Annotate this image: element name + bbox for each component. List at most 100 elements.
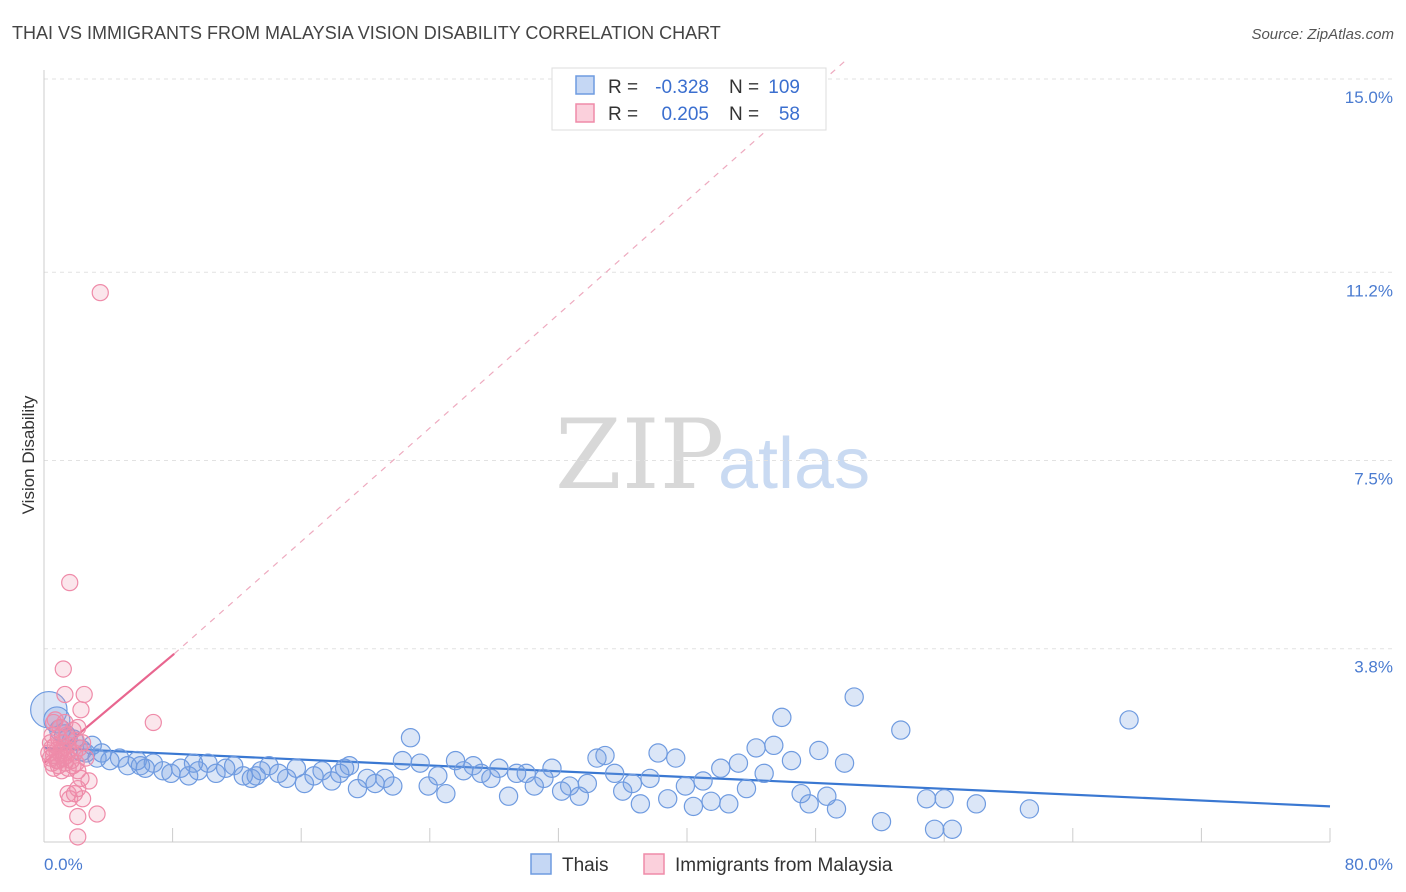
stats-legend: R = -0.328 N = 109 R = 0.205 N = 58 bbox=[551, 67, 827, 131]
x-tick-labels: 0.0% 80.0% bbox=[44, 855, 1393, 874]
point-thais-28 bbox=[277, 768, 297, 789]
y-axis-label: Vision Disability bbox=[19, 395, 38, 514]
bottom-legend: Thais Immigrants from Malaysia bbox=[530, 853, 893, 876]
point-thais-85 bbox=[781, 750, 802, 771]
chart-title: THAI VS IMMIGRANTS FROM MALAYSIA VISION … bbox=[12, 23, 721, 43]
point-thais-11 bbox=[127, 750, 147, 771]
point-thais-81 bbox=[746, 738, 766, 758]
svg-text:ZIP: ZIP bbox=[555, 399, 724, 511]
point-thais-78 bbox=[719, 794, 739, 814]
y-tick-label-2: 11.2% bbox=[1346, 281, 1393, 300]
point-thais-105 bbox=[130, 756, 151, 776]
point-thais-92 bbox=[844, 687, 864, 707]
point-thais-83 bbox=[764, 735, 784, 756]
point-thais-29 bbox=[286, 758, 307, 778]
point-thais-51 bbox=[481, 768, 501, 789]
watermark: ZIP atlas bbox=[555, 399, 870, 511]
point-thais-100 bbox=[1119, 710, 1139, 730]
y-tick-label-3: 15.0% bbox=[1345, 88, 1393, 107]
point-malaysia-53 bbox=[56, 713, 74, 732]
point-thais-82 bbox=[754, 763, 774, 784]
legend-n-label-thais: N = bbox=[729, 77, 759, 98]
point-thais-41 bbox=[392, 750, 413, 771]
x-tick-label-0: 0.0% bbox=[44, 855, 83, 874]
point-thais-53 bbox=[498, 786, 519, 806]
point-thais-67 bbox=[622, 773, 643, 794]
bottom-legend-label-malaysia: Immigrants from Malaysia bbox=[675, 855, 893, 876]
svg-text:atlas: atlas bbox=[718, 424, 870, 504]
legend-n-value-malaysia: 58 bbox=[779, 104, 800, 125]
point-thais-107 bbox=[246, 766, 266, 786]
point-thais-22 bbox=[223, 756, 244, 776]
point-thais-106 bbox=[183, 753, 204, 773]
point-thais-52 bbox=[489, 758, 509, 778]
gridlines bbox=[44, 78, 1392, 650]
point-thais-88 bbox=[809, 740, 829, 761]
point-thais-95 bbox=[916, 789, 937, 809]
point-malaysia-5 bbox=[72, 701, 90, 719]
point-thais-26 bbox=[259, 756, 279, 776]
point-malaysia-1 bbox=[61, 573, 79, 592]
point-thais-69 bbox=[640, 768, 660, 789]
point-thais-49 bbox=[463, 756, 483, 776]
point-thais-77 bbox=[711, 758, 731, 778]
point-thais-75 bbox=[693, 771, 713, 791]
y-tick-labels: 3.8% 7.5% 11.2% 15.0% bbox=[1345, 88, 1393, 677]
legend-r-label-thais: R = bbox=[608, 77, 638, 98]
point-thais-84 bbox=[772, 707, 792, 728]
point-thais-21 bbox=[215, 758, 236, 778]
y-tick-label-0: 3.8% bbox=[1354, 658, 1393, 677]
point-malaysia-48 bbox=[73, 790, 92, 808]
point-malaysia-3 bbox=[75, 685, 93, 704]
point-thais-66 bbox=[613, 781, 633, 801]
point-thais-86 bbox=[791, 783, 811, 804]
point-malaysia-49 bbox=[88, 805, 106, 823]
point-thais-98 bbox=[942, 819, 962, 839]
legend-r-value-malaysia: 0.205 bbox=[661, 104, 709, 125]
point-thais-65 bbox=[604, 763, 625, 784]
point-thais-30 bbox=[294, 773, 315, 794]
point-thais-71 bbox=[658, 789, 678, 809]
point-thais-99 bbox=[966, 794, 987, 814]
point-malaysia-55 bbox=[67, 754, 85, 772]
point-malaysia-56 bbox=[53, 741, 71, 760]
point-thais-108 bbox=[334, 758, 355, 778]
point-thais-17 bbox=[178, 766, 199, 786]
point-malaysia-34 bbox=[77, 749, 95, 767]
trend-line-malaysia-extended bbox=[173, 58, 849, 655]
point-thais-19 bbox=[198, 753, 218, 773]
point-thais-45 bbox=[428, 766, 448, 786]
point-thais-63 bbox=[587, 748, 607, 768]
point-thais-96 bbox=[924, 819, 945, 839]
point-thais-36 bbox=[347, 778, 368, 799]
point-thais-62 bbox=[577, 773, 598, 794]
legend-n-value-thais: 109 bbox=[768, 77, 800, 98]
point-thais-57 bbox=[534, 768, 554, 789]
legend-r-label-malaysia: R = bbox=[608, 104, 638, 125]
bottom-legend-label-thais: Thais bbox=[562, 855, 608, 876]
point-malaysia-6 bbox=[144, 713, 162, 732]
point-thais-20 bbox=[206, 763, 226, 784]
point-thais-47 bbox=[445, 750, 466, 771]
point-thais-33 bbox=[322, 771, 342, 791]
bottom-legend-swatch-malaysia bbox=[643, 853, 665, 875]
point-malaysia-57 bbox=[49, 751, 68, 770]
x-tick-label-1: 80.0% bbox=[1345, 855, 1393, 874]
point-thais-80 bbox=[736, 778, 757, 799]
point-thais-40 bbox=[383, 776, 403, 796]
point-thais-93 bbox=[871, 811, 892, 832]
point-thais-72 bbox=[666, 748, 686, 768]
y-tick-label-1: 7.5% bbox=[1354, 470, 1393, 489]
point-thais-101 bbox=[1019, 799, 1040, 819]
point-thais-79 bbox=[728, 753, 749, 773]
series-malaysia-points bbox=[40, 283, 162, 846]
legend-swatch-thais bbox=[575, 75, 595, 95]
axes bbox=[43, 70, 1331, 843]
point-thais-94 bbox=[891, 720, 911, 740]
chart-source: Source: ZipAtlas.com bbox=[1251, 26, 1394, 43]
point-thais-97 bbox=[934, 789, 954, 809]
point-thais-68 bbox=[630, 794, 651, 814]
point-thais-56 bbox=[524, 776, 544, 796]
point-malaysia-2 bbox=[54, 660, 72, 678]
